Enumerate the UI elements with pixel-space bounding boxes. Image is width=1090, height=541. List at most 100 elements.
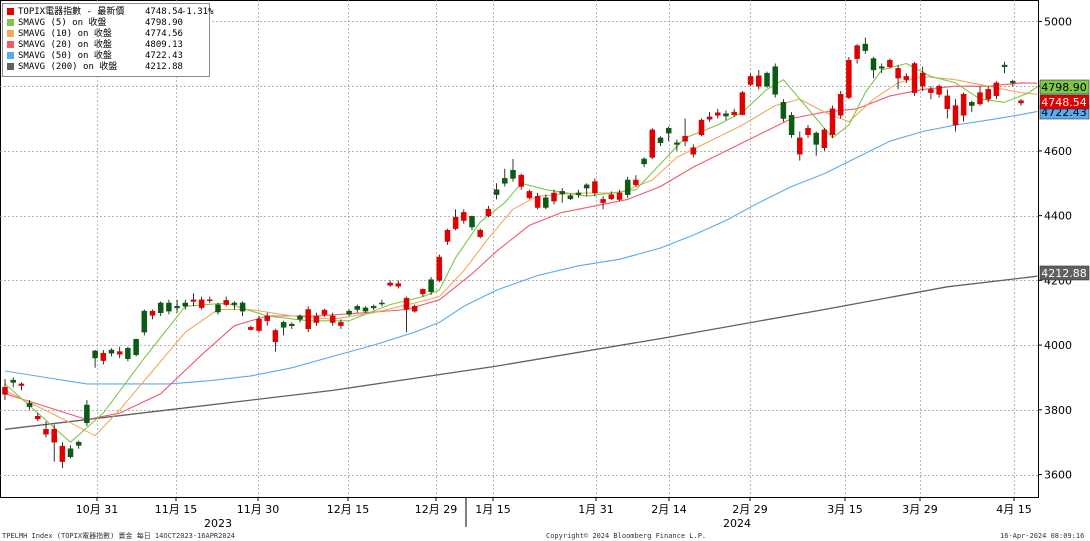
candle-body (600, 199, 606, 203)
candle (223, 296, 229, 307)
candle (829, 105, 836, 138)
candle (461, 209, 467, 224)
candle-body (837, 94, 844, 116)
candle (2, 379, 8, 401)
candle-body (297, 315, 303, 320)
sma50-line (4, 110, 1038, 385)
candle (583, 183, 590, 197)
candle-body (969, 102, 975, 106)
candle-body (575, 192, 582, 195)
candle-body (944, 95, 951, 110)
candle-body (985, 89, 991, 100)
x-axis: 10月 31 11月 15 11月 30 12月 15 12月 29 1月 15 1月 31… (76, 497, 1032, 530)
candle-body (362, 307, 369, 312)
legend-entry-price: TOPIX電器指數 - 最新價 4748.54 -1.31% (7, 7, 214, 18)
candle-body (223, 300, 229, 305)
candle (698, 118, 705, 137)
candle-body (207, 299, 213, 302)
candle-body (780, 102, 787, 119)
candle-body (960, 94, 967, 116)
candle-body (116, 351, 123, 355)
candle (567, 193, 574, 201)
candle (411, 304, 418, 313)
legend-label: SMAVG (10) on 收盤 (18, 29, 112, 39)
candle-body (444, 229, 451, 242)
candle (321, 308, 328, 317)
candle (649, 128, 656, 159)
candle (190, 293, 197, 307)
candle-body (141, 310, 148, 333)
candle-body (911, 63, 918, 93)
candle (870, 57, 877, 79)
candle-body (698, 119, 705, 135)
candle-body (952, 105, 959, 126)
candle-body (616, 192, 623, 200)
candle (469, 215, 475, 231)
candle-body (108, 349, 115, 354)
candle (518, 173, 524, 190)
candle-body (67, 448, 74, 458)
x-tick-label: 12月 15 (327, 503, 370, 516)
candle (764, 71, 770, 88)
candle-body (772, 66, 778, 95)
candle (813, 131, 819, 156)
candle (1010, 79, 1016, 87)
legend-swatch (7, 7, 14, 15)
candle (641, 157, 647, 168)
candle (256, 316, 262, 333)
legend-entry-sma20: SMAVG (20) on 收盤 4809.13 (7, 40, 207, 51)
candle (993, 81, 1000, 100)
candle (985, 86, 991, 103)
candle (821, 128, 828, 151)
x-tick-label: 1月 31 (578, 503, 614, 516)
candle (510, 159, 516, 182)
candle (108, 348, 115, 357)
candle-body (518, 174, 524, 187)
candle (43, 421, 49, 438)
candle-body (657, 137, 664, 144)
candle-body (682, 136, 688, 142)
legend-value: 4722.43 (145, 51, 183, 61)
candle-body (534, 195, 541, 208)
candle (600, 196, 606, 210)
candle (477, 228, 483, 239)
candle (395, 280, 402, 289)
moving-average-lines (4, 62, 1038, 443)
candle-body (551, 192, 557, 202)
legend-swatch (7, 29, 14, 37)
candle-body (706, 116, 713, 120)
candle (780, 99, 787, 122)
candle (690, 144, 697, 158)
candle (903, 73, 910, 83)
candle (67, 445, 74, 459)
y-tick-label: 4600 (1044, 145, 1072, 158)
candle (616, 189, 623, 202)
candle (682, 118, 688, 146)
candle (502, 168, 508, 187)
candle-body (829, 108, 836, 135)
candle (387, 280, 393, 287)
candle-body (248, 327, 254, 330)
candle-body (51, 429, 57, 443)
value-tag: 4748.54 (1039, 94, 1090, 110)
candle-body (862, 43, 869, 51)
candle-body (854, 45, 860, 59)
legend-label: TOPIX電器指數 - 最新價 (18, 7, 125, 17)
legend-value: 4774.56 (145, 29, 183, 39)
candle-body (747, 76, 754, 85)
candle (264, 312, 270, 326)
candle-body (1018, 100, 1024, 104)
candle (305, 306, 311, 333)
candle-body (92, 350, 98, 359)
candle (35, 413, 41, 422)
x-tick-label: 11月 30 (237, 503, 280, 516)
candle (633, 175, 639, 187)
candle (534, 193, 541, 210)
candle-body (567, 195, 574, 200)
candle-body (18, 383, 25, 386)
candle-body (182, 302, 189, 307)
candle-body (403, 297, 410, 310)
candle-body (936, 85, 942, 95)
value-tag-label: 4748.54 (1041, 96, 1087, 109)
candle-body (395, 283, 402, 287)
